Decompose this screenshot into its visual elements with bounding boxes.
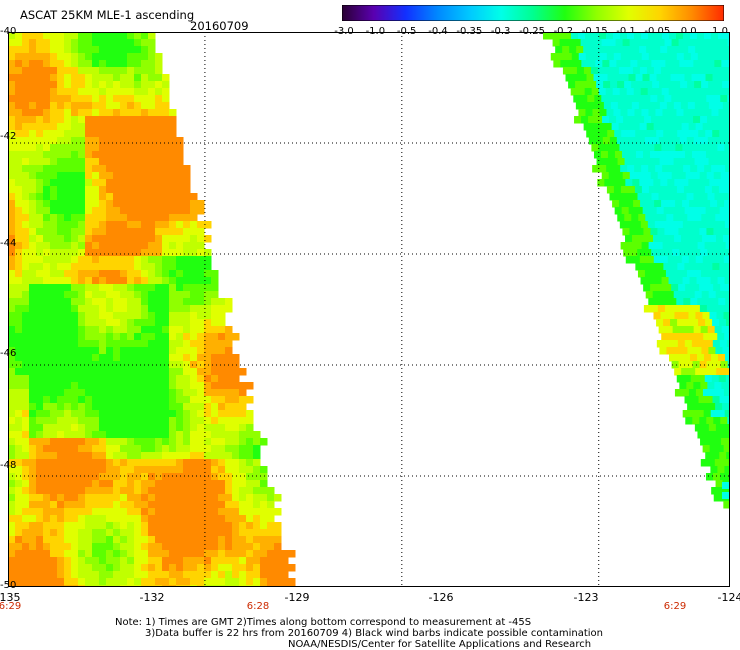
lat-lon-grid	[8, 32, 730, 587]
note-line-3: NOAA/NESDIS/Center for Satellite Applica…	[288, 639, 592, 650]
longitude-tick-label: -132	[139, 591, 165, 604]
time-label-left-end: 6:28	[246, 601, 270, 612]
right-swath	[543, 32, 730, 509]
latitude-tick-label: -48	[0, 460, 17, 471]
colorbar	[342, 5, 724, 21]
colorbar-tick-label: -0.4	[428, 26, 448, 37]
latitude-tick-label: -44	[0, 238, 17, 249]
colorbar-tick-label: -0.25	[519, 26, 545, 37]
time-label-left-start: 6:29	[0, 601, 22, 612]
longitude-tick-label: -126	[428, 591, 454, 604]
longitude-tick-label: -129	[284, 591, 310, 604]
colorbar-tick-label: -3.0	[334, 26, 354, 37]
colorbar-tick-label: 0.0	[680, 26, 697, 37]
colorbar-tick-label: -0.2	[553, 26, 574, 37]
latitude-tick-label: -42	[0, 131, 17, 142]
longitude-tick-label: -135	[0, 591, 21, 604]
colorbar-tick-label: 1.0	[712, 26, 728, 37]
colorbar-tick-label: -0.3	[490, 26, 511, 37]
longitude-tick-label: -124	[717, 591, 740, 604]
colorbar-tick-label: -1.0	[365, 26, 386, 37]
colorbar-tick-label: -0.05	[644, 26, 671, 37]
latitude-tick-label: -50	[0, 580, 17, 591]
time-label-right: 6:29	[663, 601, 687, 612]
latitude-tick-label: -46	[0, 348, 17, 359]
colorbar-tick-label: -0.1	[616, 26, 636, 37]
plot-frame	[8, 32, 730, 587]
latitude-tick-label: -40	[0, 26, 17, 37]
colorbar-tick-label: -0.35	[456, 26, 483, 37]
map-date: 20160709	[190, 19, 249, 33]
note-line-2: 3)Data buffer is 22 hrs from 20160709 4)…	[145, 628, 603, 639]
colorbar-tick-label: -0.5	[396, 26, 417, 37]
colorbar-gradient	[342, 5, 724, 21]
map-plot	[8, 32, 730, 587]
longitude-tick-label: -123	[573, 591, 599, 604]
left-swath	[8, 32, 296, 587]
colorbar-tick-label: -0.15	[581, 26, 608, 37]
note-line-1: Note: 1) Times are GMT 2)Times along bot…	[115, 617, 532, 628]
map-title: ASCAT 25KM MLE-1 ascending	[20, 8, 195, 22]
